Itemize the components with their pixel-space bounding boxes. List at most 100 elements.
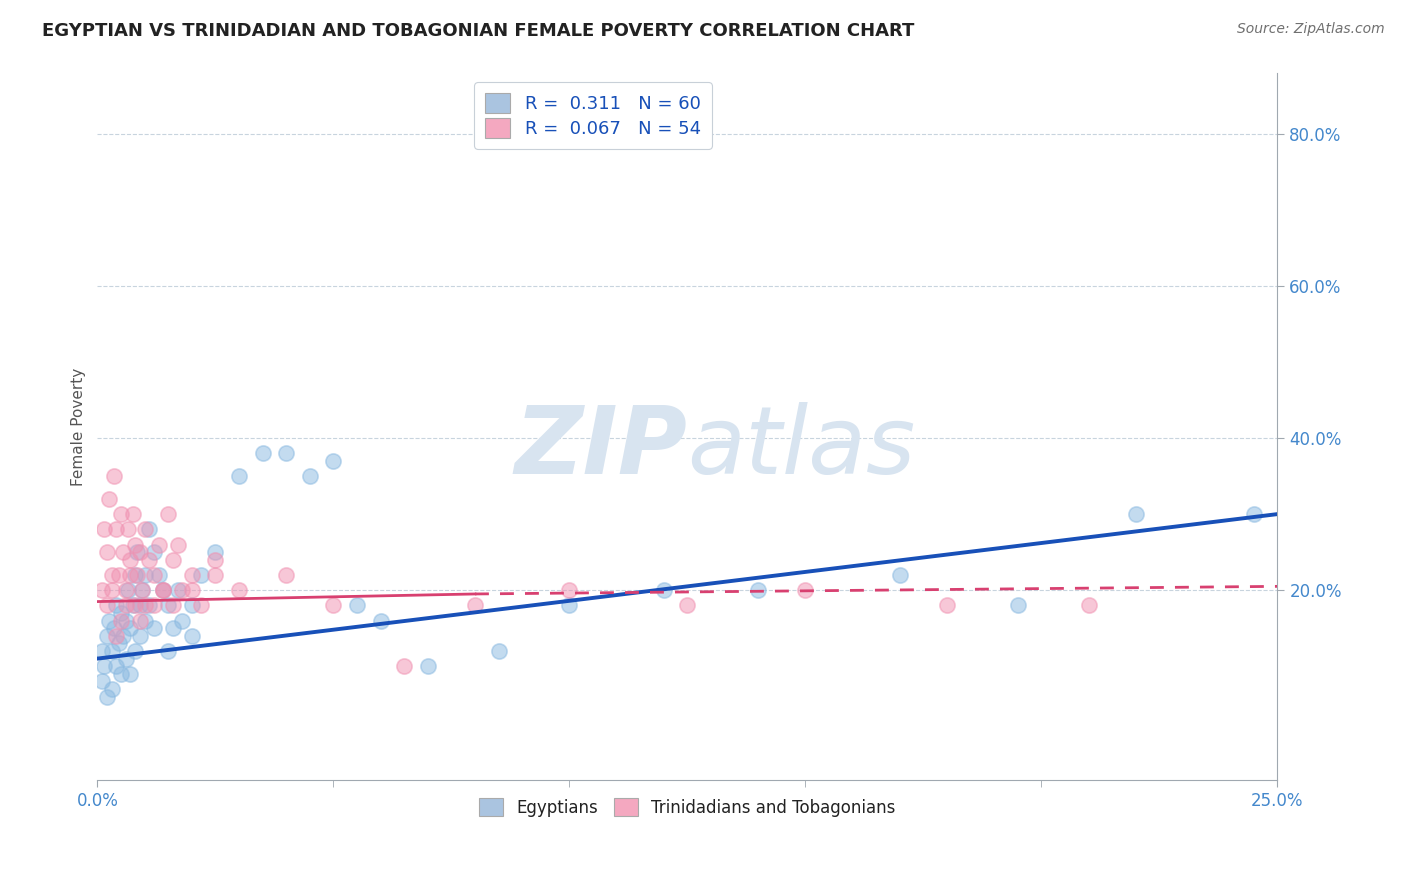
Point	[162, 599, 184, 613]
Point	[117, 522, 139, 536]
Point	[416, 659, 439, 673]
Point	[93, 659, 115, 673]
Point	[131, 583, 153, 598]
Point	[96, 599, 118, 613]
Point	[794, 583, 817, 598]
Point	[322, 599, 344, 613]
Point	[121, 507, 143, 521]
Point	[228, 469, 250, 483]
Point	[204, 545, 226, 559]
Point	[1007, 599, 1029, 613]
Point	[105, 599, 128, 613]
Point	[747, 583, 769, 598]
Point	[276, 568, 298, 582]
Point	[117, 583, 139, 598]
Point	[120, 621, 142, 635]
Point	[180, 568, 202, 582]
Point	[107, 568, 129, 582]
Point	[121, 599, 143, 613]
Point	[91, 644, 114, 658]
Point	[110, 666, 132, 681]
Point	[124, 568, 146, 582]
Y-axis label: Female Poverty: Female Poverty	[72, 368, 86, 486]
Point	[190, 599, 212, 613]
Point	[93, 522, 115, 536]
Point	[112, 629, 135, 643]
Point	[110, 614, 132, 628]
Point	[127, 568, 149, 582]
Text: ZIP: ZIP	[515, 402, 688, 494]
Point	[298, 469, 321, 483]
Point	[204, 553, 226, 567]
Point	[228, 583, 250, 598]
Point	[143, 599, 166, 613]
Point	[148, 537, 170, 551]
Point	[128, 545, 150, 559]
Point	[322, 454, 344, 468]
Point	[157, 599, 180, 613]
Point	[110, 606, 132, 620]
Point	[100, 568, 122, 582]
Point	[143, 621, 166, 635]
Point	[100, 583, 122, 598]
Point	[1243, 507, 1265, 521]
Point	[120, 553, 142, 567]
Point	[172, 583, 194, 598]
Point	[676, 599, 699, 613]
Point	[134, 522, 156, 536]
Point	[134, 568, 156, 582]
Point	[124, 644, 146, 658]
Point	[114, 651, 136, 665]
Point	[143, 568, 166, 582]
Point	[166, 537, 188, 551]
Point	[105, 522, 128, 536]
Point	[558, 583, 581, 598]
Point	[143, 545, 166, 559]
Point	[180, 629, 202, 643]
Point	[112, 545, 135, 559]
Point	[100, 644, 122, 658]
Point	[162, 553, 184, 567]
Point	[464, 599, 486, 613]
Point	[124, 537, 146, 551]
Point	[96, 545, 118, 559]
Point	[370, 614, 392, 628]
Point	[91, 583, 114, 598]
Point	[152, 583, 174, 598]
Point	[105, 629, 128, 643]
Text: atlas: atlas	[688, 402, 915, 493]
Point	[162, 621, 184, 635]
Point	[100, 681, 122, 696]
Point	[252, 446, 274, 460]
Point	[166, 583, 188, 598]
Point	[138, 522, 160, 536]
Text: Source: ZipAtlas.com: Source: ZipAtlas.com	[1237, 22, 1385, 37]
Text: EGYPTIAN VS TRINIDADIAN AND TOBAGONIAN FEMALE POVERTY CORRELATION CHART: EGYPTIAN VS TRINIDADIAN AND TOBAGONIAN F…	[42, 22, 914, 40]
Point	[103, 621, 125, 635]
Point	[180, 599, 202, 613]
Point	[652, 583, 675, 598]
Legend: Egyptians, Trinidadians and Tobagonians: Egyptians, Trinidadians and Tobagonians	[471, 789, 904, 825]
Point	[936, 599, 959, 613]
Point	[98, 614, 121, 628]
Point	[152, 583, 174, 598]
Point	[96, 690, 118, 704]
Point	[180, 583, 202, 598]
Point	[114, 583, 136, 598]
Point	[134, 599, 156, 613]
Point	[120, 666, 142, 681]
Point	[128, 599, 150, 613]
Point	[190, 568, 212, 582]
Point	[172, 614, 194, 628]
Point	[120, 568, 142, 582]
Point	[346, 599, 368, 613]
Point	[558, 599, 581, 613]
Point	[889, 568, 911, 582]
Point	[152, 583, 174, 598]
Point	[107, 636, 129, 650]
Point	[1125, 507, 1147, 521]
Point	[1077, 599, 1099, 613]
Point	[105, 659, 128, 673]
Point	[103, 469, 125, 483]
Point	[138, 553, 160, 567]
